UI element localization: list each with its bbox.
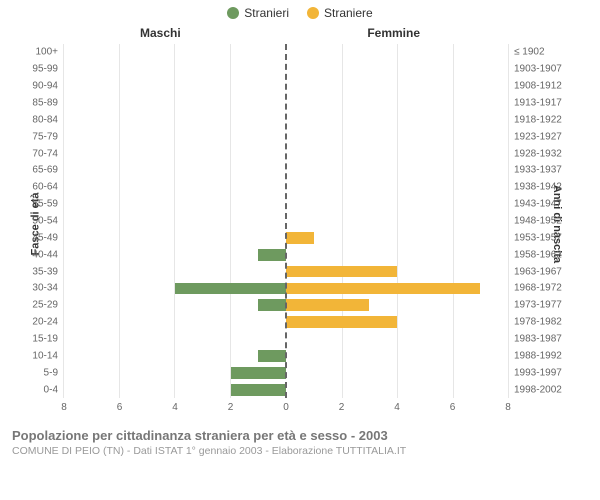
birth-year-label: 1953-1957 bbox=[508, 232, 562, 243]
birth-year-label: 1973-1977 bbox=[508, 300, 562, 311]
birth-year-label: 1943-1947 bbox=[508, 199, 562, 210]
birth-year-label: 1998-2002 bbox=[508, 384, 562, 395]
age-label: 0-4 bbox=[44, 384, 64, 395]
x-tick: 2 bbox=[228, 402, 234, 413]
bar-male bbox=[231, 384, 287, 396]
bar-female bbox=[286, 266, 397, 278]
age-label: 15-19 bbox=[32, 334, 64, 345]
age-label: 60-64 bbox=[32, 182, 64, 193]
x-tick: 2 bbox=[339, 402, 345, 413]
bar-female bbox=[286, 232, 314, 244]
age-label: 25-29 bbox=[32, 300, 64, 311]
birth-year-label: 1928-1932 bbox=[508, 148, 562, 159]
bar-male bbox=[258, 350, 286, 362]
bar-female bbox=[286, 299, 369, 311]
legend-item-female: Straniere bbox=[307, 6, 373, 20]
age-label: 35-39 bbox=[32, 266, 64, 277]
legend-item-male: Stranieri bbox=[227, 6, 289, 20]
legend-swatch-male bbox=[227, 7, 239, 19]
age-label: 85-89 bbox=[32, 98, 64, 109]
bar-male bbox=[231, 367, 287, 379]
birth-year-label: 1983-1987 bbox=[508, 334, 562, 345]
bar-female bbox=[286, 283, 480, 295]
x-tick: 8 bbox=[505, 402, 511, 413]
age-label: 40-44 bbox=[32, 249, 64, 260]
birth-year-label: 1958-1962 bbox=[508, 249, 562, 260]
age-label: 80-84 bbox=[32, 114, 64, 125]
x-tick: 0 bbox=[283, 402, 289, 413]
birth-year-label: ≤ 1902 bbox=[508, 47, 545, 58]
birth-year-label: 1938-1942 bbox=[508, 182, 562, 193]
x-axis-ticks: 8 6 4 2 0 2 4 6 8 bbox=[64, 402, 508, 416]
birth-year-label: 1913-1917 bbox=[508, 98, 562, 109]
birth-year-label: 1988-1992 bbox=[508, 350, 562, 361]
age-label: 65-69 bbox=[32, 165, 64, 176]
plot-area: 100+≤ 190295-991903-190790-941908-191285… bbox=[64, 44, 508, 398]
age-label: 10-14 bbox=[32, 350, 64, 361]
age-label: 75-79 bbox=[32, 131, 64, 142]
age-label: 70-74 bbox=[32, 148, 64, 159]
birth-year-label: 1923-1927 bbox=[508, 131, 562, 142]
center-line bbox=[285, 44, 287, 398]
birth-year-label: 1963-1967 bbox=[508, 266, 562, 277]
legend-label-female: Straniere bbox=[324, 6, 373, 20]
x-tick: 4 bbox=[394, 402, 400, 413]
age-label: 90-94 bbox=[32, 81, 64, 92]
legend: Stranieri Straniere bbox=[0, 0, 600, 20]
birth-year-label: 1933-1937 bbox=[508, 165, 562, 176]
bar-female bbox=[286, 316, 397, 328]
bar-male bbox=[175, 283, 286, 295]
legend-label-male: Stranieri bbox=[244, 6, 289, 20]
birth-year-label: 1993-1997 bbox=[508, 367, 562, 378]
birth-year-label: 1903-1907 bbox=[508, 64, 562, 75]
bar-male bbox=[258, 249, 286, 261]
birth-year-label: 1968-1972 bbox=[508, 283, 562, 294]
x-tick: 6 bbox=[450, 402, 456, 413]
age-label: 95-99 bbox=[32, 64, 64, 75]
age-label: 55-59 bbox=[32, 199, 64, 210]
age-label: 30-34 bbox=[32, 283, 64, 294]
legend-swatch-female bbox=[307, 7, 319, 19]
age-label: 100+ bbox=[35, 47, 64, 58]
chart: Maschi Femmine Fasce di età Anni di nasc… bbox=[0, 26, 600, 422]
birth-year-label: 1978-1982 bbox=[508, 317, 562, 328]
footer-title: Popolazione per cittadinanza straniera p… bbox=[12, 428, 588, 443]
birth-year-label: 1908-1912 bbox=[508, 81, 562, 92]
x-tick: 8 bbox=[61, 402, 67, 413]
age-label: 5-9 bbox=[44, 367, 64, 378]
birth-year-label: 1918-1922 bbox=[508, 114, 562, 125]
male-column-title: Maschi bbox=[140, 26, 181, 40]
bar-male bbox=[258, 299, 286, 311]
footer: Popolazione per cittadinanza straniera p… bbox=[0, 422, 600, 457]
x-tick: 6 bbox=[117, 402, 123, 413]
footer-subtitle: COMUNE DI PEIO (TN) - Dati ISTAT 1° genn… bbox=[12, 445, 588, 457]
female-column-title: Femmine bbox=[367, 26, 420, 40]
x-tick: 4 bbox=[172, 402, 178, 413]
birth-year-label: 1948-1952 bbox=[508, 216, 562, 227]
age-label: 45-49 bbox=[32, 232, 64, 243]
age-label: 50-54 bbox=[32, 216, 64, 227]
age-label: 20-24 bbox=[32, 317, 64, 328]
